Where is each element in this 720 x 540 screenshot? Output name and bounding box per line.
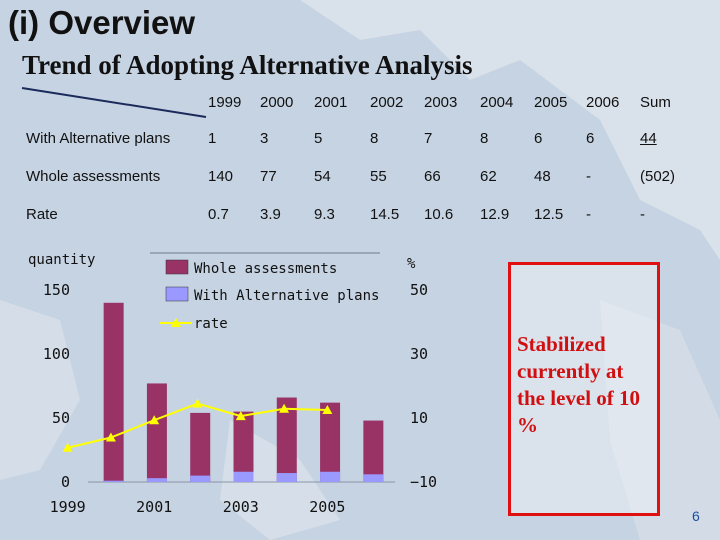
rate-point xyxy=(322,405,333,414)
slide-title: (i) Overview xyxy=(8,4,196,41)
alternative-plans-bar xyxy=(276,473,297,482)
table-cell: - xyxy=(640,205,645,223)
table-cell: 6 xyxy=(586,129,595,147)
row-label: Whole assessments xyxy=(26,167,161,185)
alternative-plans-bar xyxy=(363,474,384,482)
rate-point xyxy=(192,398,203,408)
table-cell: (502) xyxy=(640,167,676,185)
note-box: Stabilized currently at the level of 10 … xyxy=(508,262,660,516)
whole-assessments-bar xyxy=(320,402,341,482)
table-cell: 5 xyxy=(314,129,323,147)
table-cell: 10.6 xyxy=(424,205,454,223)
y-tick-label: 50 xyxy=(52,409,70,427)
table-cell: 12.9 xyxy=(480,205,510,223)
sum-value: 44 xyxy=(640,129,657,147)
table-cell: 9.3 xyxy=(314,205,335,223)
header-cell: 1999 xyxy=(208,94,242,111)
y2-tick-label: 50 xyxy=(410,281,428,299)
alternative-plans-bar xyxy=(190,475,211,482)
alternative-plans-bar xyxy=(146,478,167,482)
rate-point xyxy=(149,415,160,425)
table-cell: 3.9 xyxy=(260,205,281,223)
rate-point xyxy=(105,432,116,442)
y2-tick-label: −10 xyxy=(410,473,437,491)
y2-tick-label: 30 xyxy=(410,345,428,363)
x-tick-label: 2001 xyxy=(136,498,172,516)
table-cell: 12.5 xyxy=(534,205,564,223)
note-text: Stabilized currently at the level of 10 … xyxy=(517,332,641,437)
y-axis-title: quantity xyxy=(28,252,95,268)
alternative-plans-bar xyxy=(320,471,341,482)
table-cell: 48 xyxy=(534,167,551,185)
table-cell: 8 xyxy=(370,129,379,147)
y2-tick-label: 10 xyxy=(410,409,428,427)
alternative-plans-bar xyxy=(233,471,254,482)
table-cell: 1 xyxy=(208,129,217,147)
table-cell: 77 xyxy=(260,167,277,185)
table-cell: 55 xyxy=(370,167,387,185)
table-cell: 3 xyxy=(260,129,269,147)
table-cell: 6 xyxy=(534,129,543,147)
sum-cell: 44 xyxy=(634,119,700,157)
y-tick-label: 100 xyxy=(43,345,70,363)
table-cell: 140 xyxy=(208,167,234,185)
table-cell: 54 xyxy=(314,167,331,185)
legend-swatch-rate-marker xyxy=(171,318,181,327)
y-tick-label: 0 xyxy=(61,473,70,491)
x-tick-label: 1999 xyxy=(50,498,86,516)
rate-point xyxy=(62,442,73,452)
table-corner-cell xyxy=(20,86,202,119)
header-cell: 2002 xyxy=(370,94,404,111)
header-cell: 2004 xyxy=(480,94,514,111)
header-cell: 2003 xyxy=(424,94,458,111)
rate-point xyxy=(279,403,290,413)
table-cell: 62 xyxy=(480,167,497,185)
alternative-plans-bar xyxy=(103,480,124,482)
whole-assessments-bar xyxy=(103,302,124,482)
whole-assessments-bar xyxy=(233,411,254,482)
row-label: With Alternative plans xyxy=(26,129,171,147)
table-cell: 7 xyxy=(424,129,433,147)
table-header-row: 1999 2000 2001 2002 2003 2004 2005 2006 … xyxy=(20,86,700,119)
whole-assessments-bar xyxy=(363,420,384,482)
y2-axis-title: % xyxy=(407,256,416,272)
table-cell: 0.7 xyxy=(208,205,229,223)
legend-swatch-alternative xyxy=(165,286,189,302)
row-label: Rate xyxy=(26,205,58,223)
table-cell: - xyxy=(586,167,591,185)
header-cell: 2005 xyxy=(534,94,568,111)
header-cell: 2006 xyxy=(586,94,620,111)
header-cell: 2000 xyxy=(260,94,294,111)
table-cell: 8 xyxy=(480,129,489,147)
table-cell: - xyxy=(586,205,591,223)
table-cell: 66 xyxy=(424,167,441,185)
x-tick-label: 2003 xyxy=(223,498,259,516)
adoption-chart: quantity % 0 50 100 150 −10 10 30 50 1999 2001 2003 2… xyxy=(28,252,437,516)
table-row: Rate 0.7 3.9 9.3 14.5 10.6 12.9 12.5 - - xyxy=(20,195,700,233)
table-cell: 14.5 xyxy=(370,205,400,223)
chart-layer: quantity % 0 50 100 150 −10 10 30 50 1999 2001 2003 2… xyxy=(28,252,437,516)
page-number: 6 xyxy=(692,508,700,524)
header-cell: Sum xyxy=(640,94,671,111)
legend-label-rate: rate xyxy=(194,316,228,332)
legend-swatch-whole xyxy=(165,259,189,275)
table-row: With Alternative plans 1 3 5 8 7 8 6 6 4… xyxy=(20,119,700,157)
table-header-diagonal xyxy=(21,87,207,118)
y-tick-label: 150 xyxy=(43,281,70,299)
slide-subtitle: Trend of Adopting Alternative Analysis xyxy=(22,50,473,80)
legend-label-whole: Whole assessments xyxy=(194,261,337,277)
whole-assessments-bar xyxy=(146,383,167,482)
rate-point xyxy=(235,411,246,421)
legend-label-alternative: With Alternative plans xyxy=(194,288,379,304)
header-cell: 2001 xyxy=(314,94,348,111)
whole-assessments-bar xyxy=(190,412,211,482)
whole-assessments-bar xyxy=(276,397,297,482)
table-row: Whole assessments 140 77 54 55 66 62 48 … xyxy=(20,157,700,195)
summary-table: 1999 2000 2001 2002 2003 2004 2005 2006 … xyxy=(20,86,700,233)
x-tick-label: 2005 xyxy=(309,498,345,516)
